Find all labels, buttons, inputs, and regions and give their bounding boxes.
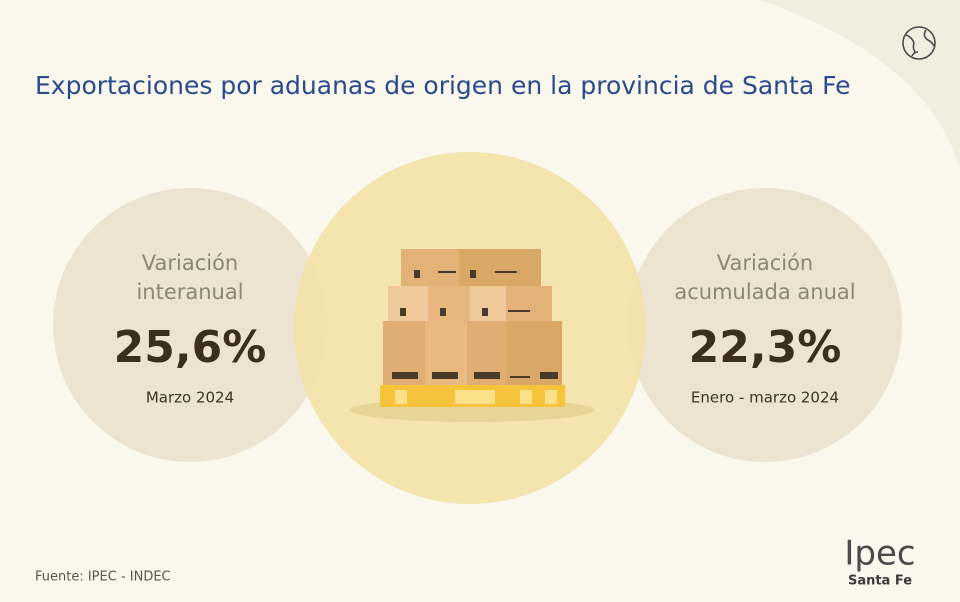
title: Exportaciones por aduanas de origen en l… — [35, 71, 851, 100]
card-period: Marzo 2024 — [146, 389, 234, 407]
card-period: Enero - marzo 2024 — [691, 389, 839, 407]
corner-shape — [760, 0, 960, 170]
source: Fuente: IPEC - INDEC — [35, 570, 171, 585]
card-circle — [628, 188, 902, 462]
card-value: 22,3% — [689, 322, 842, 373]
card-circle — [53, 188, 327, 462]
logo-subtitle: Santa Fe — [848, 574, 912, 589]
logo: Ipec — [844, 534, 915, 574]
boxes-illustration — [350, 249, 594, 422]
card-label: interanual — [136, 280, 243, 304]
card-value: 25,6% — [114, 322, 267, 373]
globe-icon — [902, 26, 936, 60]
card-label: acumulada anual — [674, 280, 855, 304]
card-label: Variación — [142, 251, 238, 275]
card-label: Variación — [717, 251, 813, 275]
